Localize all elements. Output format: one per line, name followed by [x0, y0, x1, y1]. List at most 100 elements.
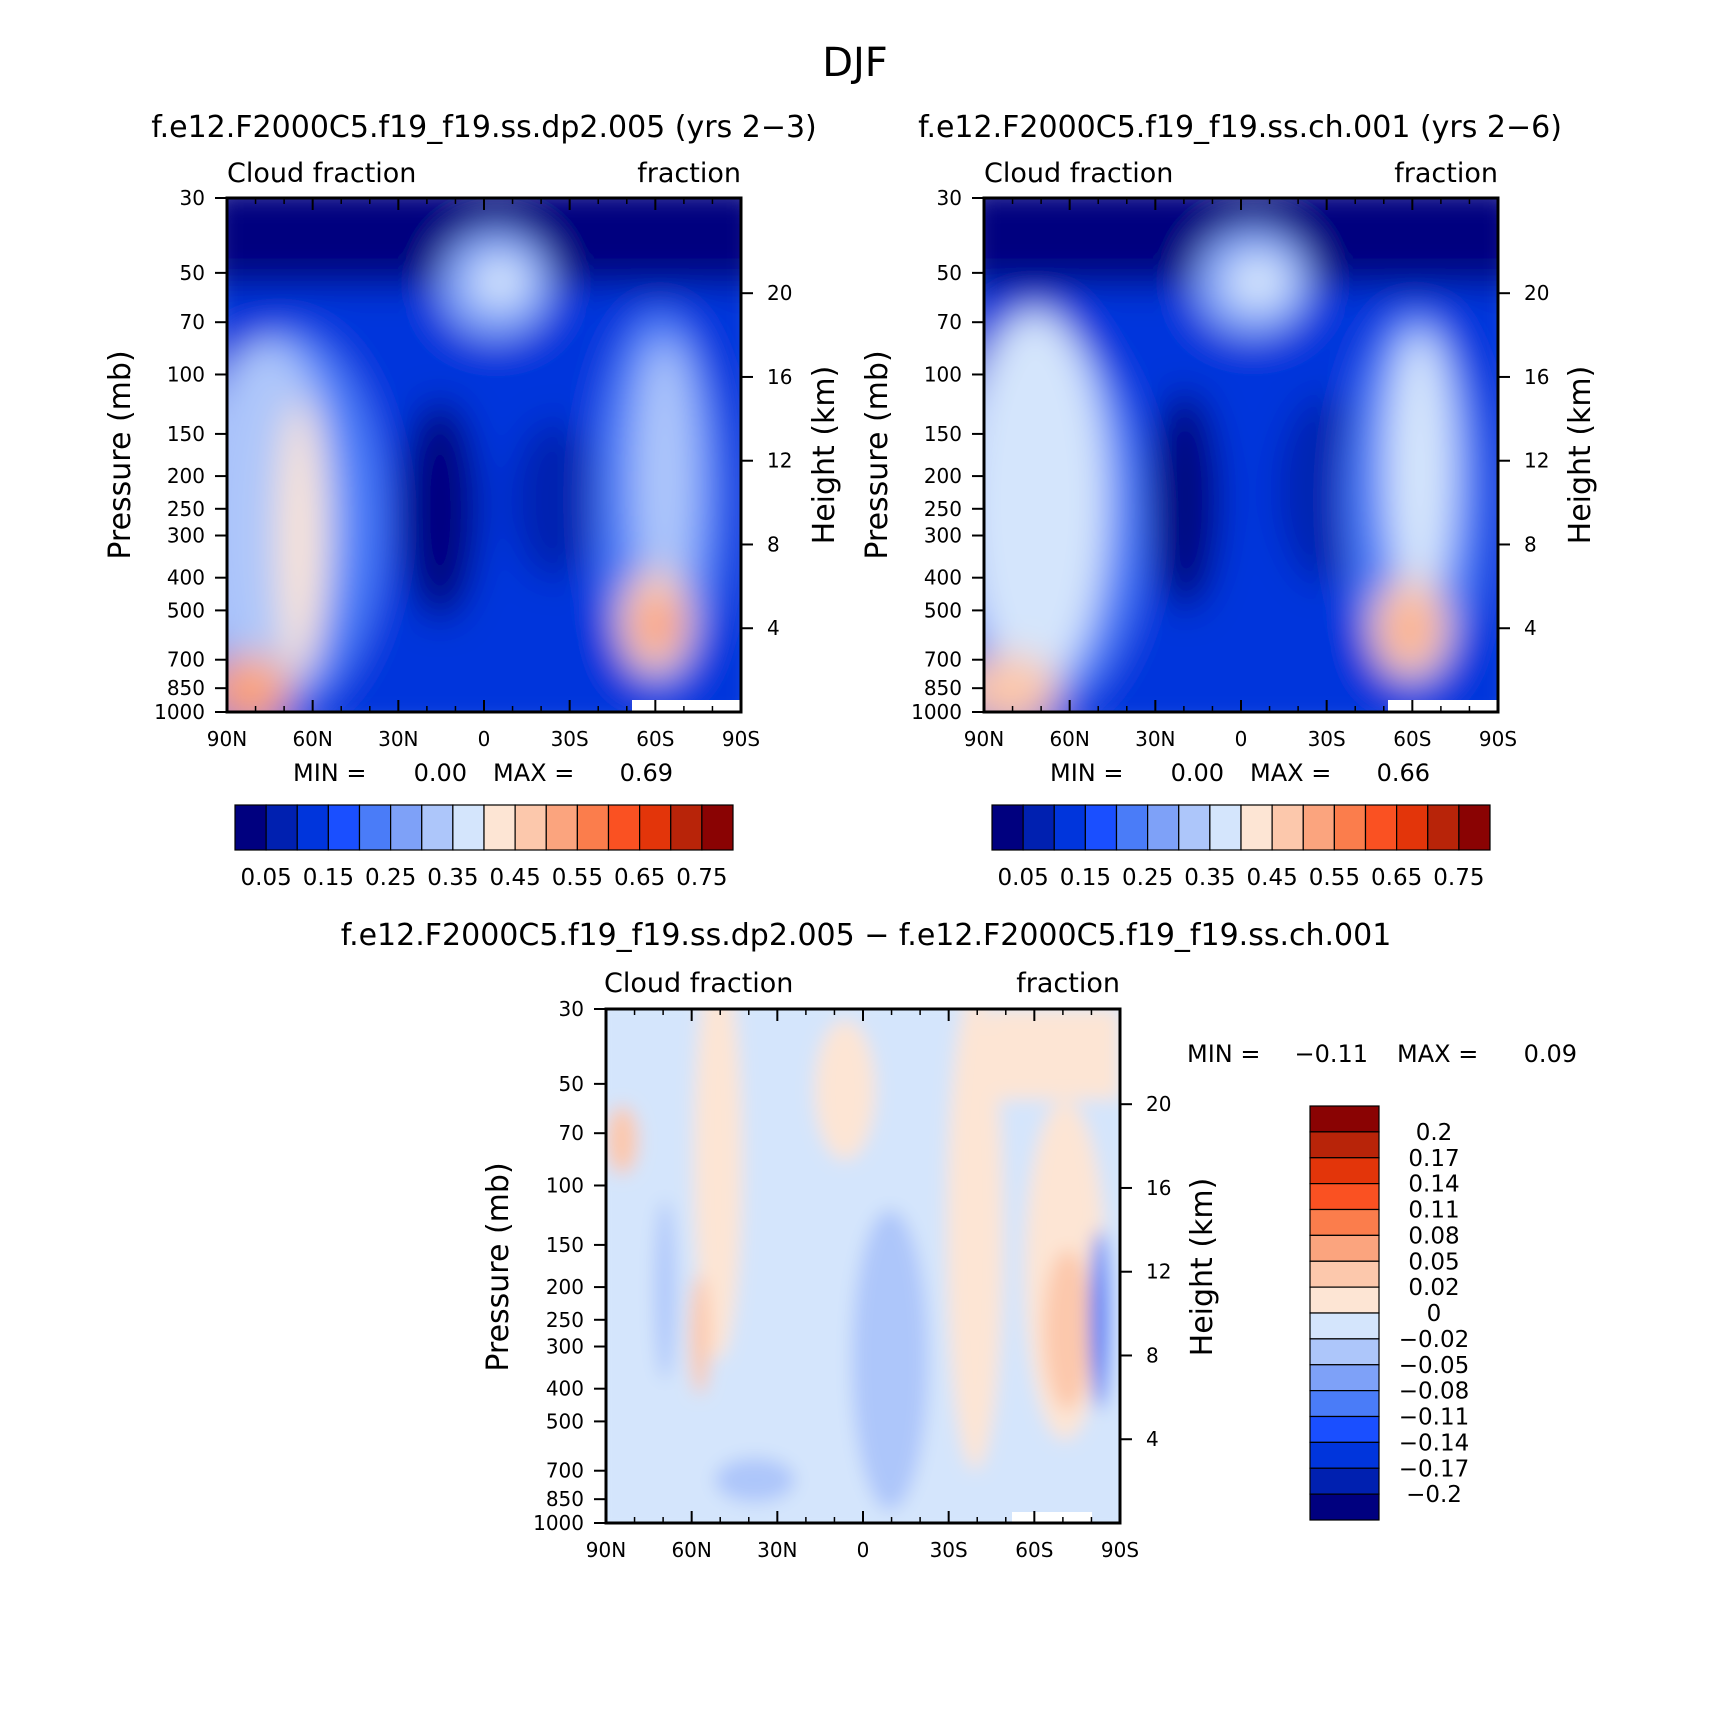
x-tick-label: 60N	[671, 1538, 711, 1562]
x-tick-label: 90N	[586, 1538, 626, 1562]
panel-b-right-string: fraction	[1394, 158, 1498, 189]
colorbar-label: 0.11	[1408, 1198, 1459, 1224]
colorbar-box	[1240, 804, 1273, 851]
x-tick-label: 30S	[1308, 727, 1346, 751]
y-tick-label: 1000	[533, 1511, 584, 1535]
colorbar-box	[1309, 1260, 1380, 1288]
colorbar-label: 0.2	[1416, 1120, 1453, 1146]
y-tick-label: 1000	[911, 700, 962, 724]
y-tick-label: 30	[180, 186, 205, 210]
colorbar-box	[576, 804, 610, 851]
x-tick-label: 60N	[1049, 727, 1089, 751]
missing-data	[632, 700, 741, 712]
panel-a-colorbar: 0.05 0.15 0.25 0.35 0.45 0.55 0.65 0.75	[234, 804, 734, 891]
colorbar-label: −0.14	[1399, 1430, 1469, 1456]
panel-b: f.e12.F2000C5.f19_f19.ss.ch.001 (yrs 2−6…	[860, 110, 1598, 891]
negative-strip-1	[852, 1210, 928, 1510]
positive-peak-1	[1044, 1250, 1092, 1410]
colorbar-box	[1022, 804, 1055, 851]
colorbar-box	[1309, 1183, 1380, 1211]
colorbar-box	[1309, 1441, 1380, 1469]
colorbar-box	[670, 804, 703, 851]
negative-strip-2	[715, 1458, 795, 1502]
y-tick-label: 70	[937, 310, 962, 334]
y-tick-label: 850	[546, 1487, 584, 1511]
panel-a-min-label: MIN =	[293, 759, 366, 787]
panel-c-axes: 90N 60N 30N 0 30S 60S 90S 30 50 70 100 150 200 250 300…	[533, 997, 1171, 1562]
panel-c-ylabel: Pressure (mb)	[481, 1162, 516, 1371]
panel-a-left-string: Cloud fraction	[227, 158, 416, 189]
colorbar-label: 0.75	[676, 865, 727, 891]
negative-strip-3	[1090, 1230, 1110, 1410]
x-tick-label: 90S	[1101, 1538, 1139, 1562]
negative-strip-4	[655, 1200, 675, 1380]
y-tick-label: 850	[924, 676, 962, 700]
colorbar-box	[1427, 804, 1460, 851]
y-right-tick-label: 16	[1524, 365, 1549, 389]
y-right-tick-label: 4	[767, 616, 780, 640]
colorbar-box	[1364, 804, 1398, 851]
x-tick-label: 90N	[207, 727, 247, 751]
colorbar-label: 0.55	[1309, 865, 1360, 891]
y-right-tick-label: 8	[767, 532, 780, 556]
positive-upper-left	[606, 1106, 638, 1174]
panel-b-field	[984, 198, 1498, 712]
colorbar-box	[639, 804, 672, 851]
y-tick-label: 100	[546, 1173, 584, 1197]
y-tick-label: 700	[167, 648, 205, 672]
nh-storm-inner	[278, 400, 322, 680]
nh-storm-mid	[984, 310, 1107, 690]
colorbar-box	[1309, 1338, 1380, 1366]
panel-a-max-label: MAX =	[493, 759, 574, 787]
y-tick-label: 150	[924, 422, 962, 446]
x-tick-label: 30N	[757, 1538, 797, 1562]
colorbar-box	[1309, 1312, 1380, 1340]
colorbar-box	[1309, 1493, 1380, 1521]
y-tick-label: 300	[924, 524, 962, 548]
panel-c-title: f.e12.F2000C5.f19_f19.ss.dp2.005 − f.e12…	[341, 918, 1392, 953]
y-tick-label: 200	[167, 464, 205, 488]
y-tick-label: 1000	[154, 700, 205, 724]
y-tick-label: 200	[924, 464, 962, 488]
nh-dry-zone	[402, 400, 478, 620]
y-right-tick-label: 4	[1524, 616, 1537, 640]
x-tick-label: 60S	[636, 727, 674, 751]
colorbar-box	[1084, 804, 1118, 851]
colorbar-box	[607, 804, 641, 851]
colorbar-label: 0.25	[1122, 865, 1173, 891]
panel-a-field	[227, 198, 741, 712]
colorbar-box	[1309, 1105, 1380, 1133]
sh-storm-mid	[633, 340, 697, 620]
panel-c-ylabel-right: Height (km)	[1185, 1178, 1220, 1357]
colorbar-box	[1302, 804, 1335, 851]
y-right-tick-label: 20	[1146, 1092, 1171, 1116]
colorbar-box	[483, 804, 516, 851]
colorbar-box	[1309, 1415, 1380, 1443]
colorbar-box	[1458, 804, 1491, 851]
colorbar-box	[1309, 1467, 1380, 1495]
y-tick-label: 50	[937, 261, 962, 285]
y-tick-label: 400	[546, 1377, 584, 1401]
nh-lowlevel	[984, 654, 1058, 712]
colorbar-label: 0.35	[427, 865, 478, 891]
colorbar-label: 0.05	[998, 865, 1049, 891]
panel-b-axes: 90N 60N 30N 0 30S 60S 90S 30 50 70 100 150 200 250 300…	[911, 186, 1549, 751]
colorbar-box	[1309, 1286, 1380, 1314]
panel-a-ylabel-right: Height (km)	[807, 366, 842, 545]
y-right-tick-label: 8	[1146, 1343, 1159, 1367]
y-right-tick-label: 12	[767, 449, 792, 473]
colorbar-box	[701, 804, 734, 851]
colorbar-box	[1309, 1364, 1380, 1392]
colorbar-label: 0.15	[303, 865, 354, 891]
missing-data	[1388, 700, 1498, 712]
panel-a-min-value: 0.00	[414, 759, 467, 787]
colorbar-label: 0.45	[490, 865, 541, 891]
y-right-tick-label: 8	[1524, 532, 1537, 556]
positive-strip-2	[815, 1020, 875, 1160]
colorbar-box	[234, 804, 267, 851]
colorbar-box	[327, 804, 361, 851]
colorbar-label: 0.25	[365, 865, 416, 891]
colorbar-label: 0.05	[241, 865, 292, 891]
colorbar-box	[421, 804, 454, 851]
